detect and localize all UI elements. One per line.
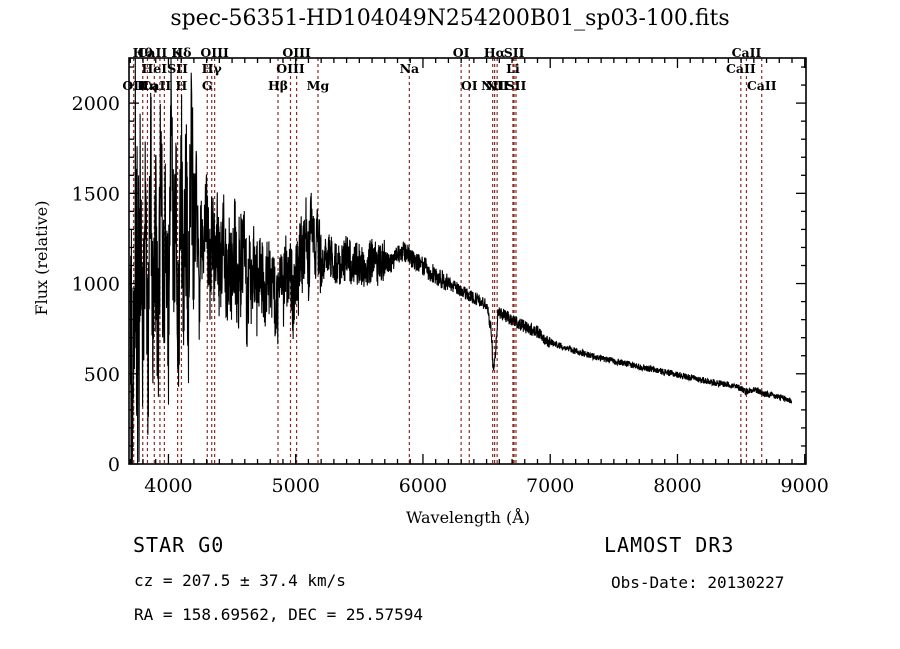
spectral-line-label: CaII H [141,78,187,93]
spectral-line-label: HeI [142,61,168,76]
x-axis-ticklabels: 4000 5000 6000 7000 8000 9000 [144,475,829,497]
spectral-line-label: G [202,78,213,93]
flux-curve [129,58,793,464]
spectral-line-label: SII [167,61,188,76]
page-title: spec-56351-HD104049N254200B01_sp03-100.f… [170,6,730,31]
spectral-line-label: Hδ [171,45,191,60]
y-tick-label: 0 [108,454,120,476]
spectral-line-label: OI [453,45,470,60]
y-tick-label: 1500 [72,183,120,205]
x-tick-label: 4000 [144,475,192,497]
spectral-line-label: Na [400,61,420,76]
y-tick-label: 2000 [72,93,120,115]
spectral-line-label: CaII K [137,45,183,60]
y-axis-label: Flux (relative) [32,201,51,316]
survey-name: LAMOST DR3 [604,533,735,557]
x-tick-label: 5000 [272,475,320,497]
spectral-line-label: OI [461,78,478,93]
spectral-line-label: Hθ [133,45,153,60]
plot-frame [128,57,807,465]
axes-frame [128,57,807,465]
x-tick-label: 9000 [781,475,829,497]
spectral-line-label: NII [486,78,509,93]
spectral-line-label: Hη [137,78,158,93]
x-tick-label: 6000 [399,475,447,497]
spectral-line-label: CaII [747,78,777,93]
object-class: STAR G0 [133,533,225,557]
y-tick-label: 1000 [72,274,120,296]
spectral-line-label: Hβ [268,78,288,93]
spectral-line-label: Mg [307,78,330,93]
spectral-line-label: SII [504,45,525,60]
spectral-line-label: SII [506,78,527,93]
y-tick-label: 500 [84,364,120,386]
y-axis-ticklabels: 0 500 1000 1500 2000 [72,93,120,476]
obs-date: Obs-Date: 20130227 [611,573,785,592]
spectral-line-label: OIII [200,45,229,60]
x-tick-label: 7000 [526,475,574,497]
radial-velocity: cz = 207.5 ± 37.4 km/s [134,571,346,590]
flux-line [129,58,793,464]
x-tick-label: 8000 [653,475,701,497]
spectral-line-label: Li [506,61,520,76]
coordinates: RA = 158.69562, DEC = 25.57594 [134,605,423,624]
spectral-line-label: Hα [484,45,506,60]
spectral-line-label: CaII [726,61,756,76]
spectral-line-label: OIII [282,45,311,60]
spectral-line-label: OIII [276,61,305,76]
spectral-line-label: Hγ [202,61,223,76]
spectral-line-label: CaII [732,45,762,60]
x-axis-label: Wavelength (Å) [406,507,530,527]
spectral-line-label: NII [481,78,504,93]
